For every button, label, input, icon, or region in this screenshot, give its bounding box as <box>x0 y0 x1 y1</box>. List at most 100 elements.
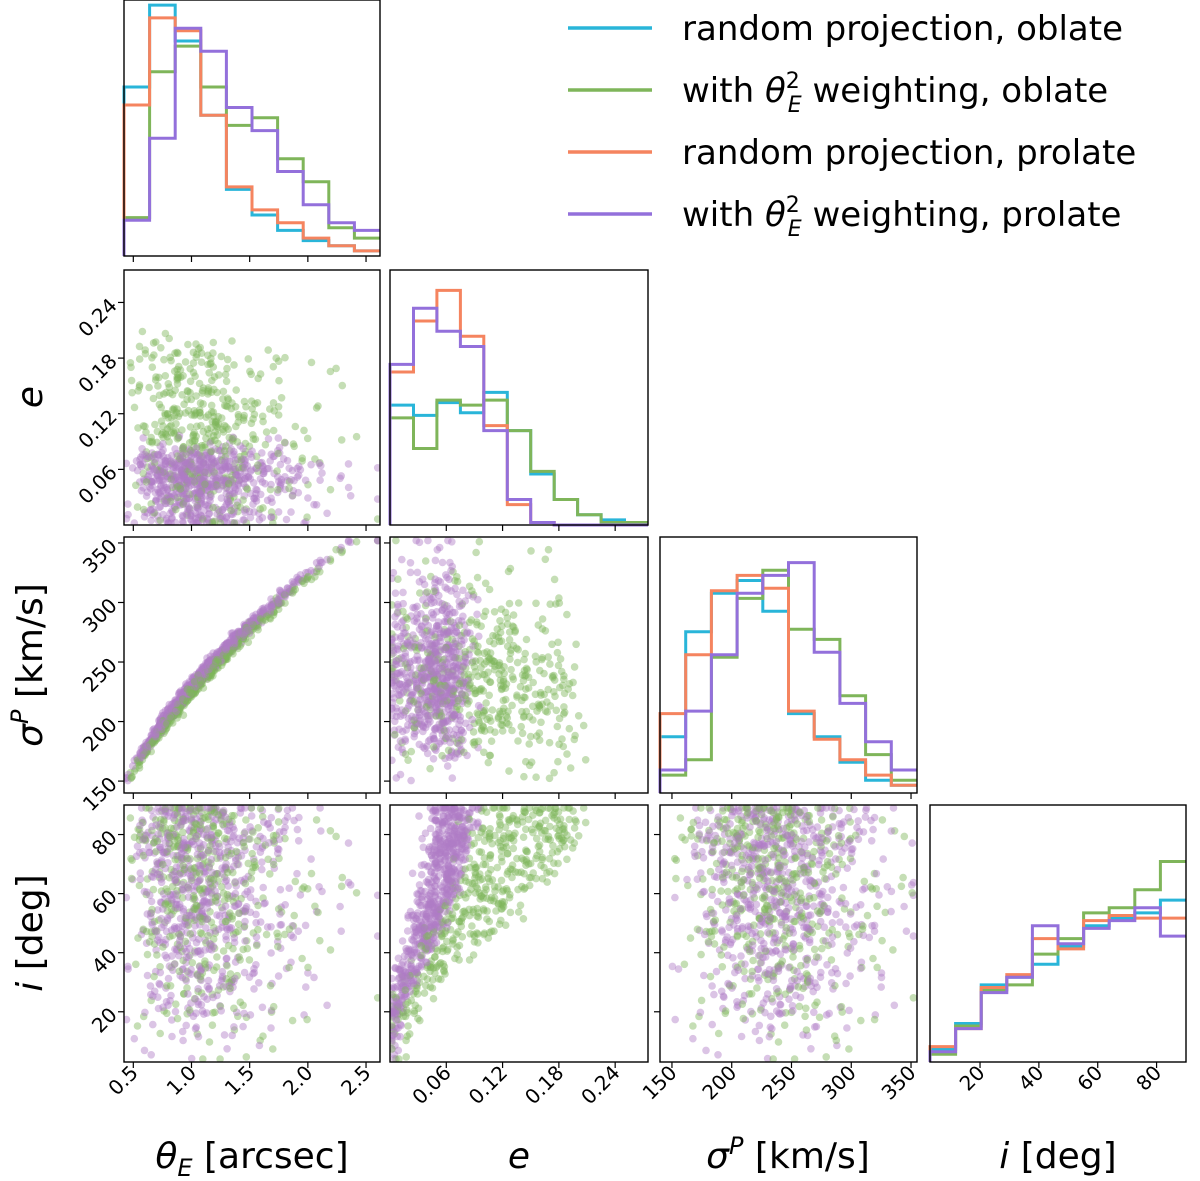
scatter-point <box>302 517 310 525</box>
scatter-point <box>195 921 204 929</box>
scatter-point <box>301 575 310 583</box>
scatter-point <box>199 664 208 673</box>
scatter-point <box>283 584 292 593</box>
scatter-point <box>192 682 200 690</box>
scatter-point <box>154 993 162 1001</box>
scatter-point <box>252 610 260 619</box>
scatter-point <box>178 696 187 705</box>
scatter-point <box>186 685 194 694</box>
scatter-point <box>430 734 438 743</box>
scatter-point <box>163 486 171 494</box>
scatter-point <box>178 699 186 708</box>
scatter-point <box>520 712 528 720</box>
scatter-point <box>239 516 247 524</box>
scatter-point <box>213 654 221 663</box>
scatter-point <box>429 671 438 679</box>
scatter-point <box>140 1046 149 1055</box>
scatter-point <box>127 376 136 385</box>
scatter-point <box>150 455 159 464</box>
scatter-point <box>157 456 166 464</box>
scatter-point <box>165 839 173 848</box>
scatter-point <box>459 679 467 687</box>
scatter-point <box>430 953 439 961</box>
scatter-point <box>204 812 212 821</box>
scatter-point <box>424 700 433 709</box>
scatter-point <box>436 690 444 698</box>
scatter-point <box>193 682 201 690</box>
scatter-point <box>208 882 217 891</box>
scatter-point <box>189 929 197 937</box>
scatter-point <box>195 406 204 414</box>
scatter-point <box>247 868 256 876</box>
scatter-point <box>470 741 479 749</box>
scatter-point <box>425 663 434 672</box>
scatter-point <box>232 467 240 476</box>
scatter-point <box>465 582 474 591</box>
scatter-point <box>138 816 146 824</box>
scatter-point <box>457 637 466 645</box>
scatter-point <box>221 654 230 662</box>
scatter-point <box>500 663 508 671</box>
scatter-point <box>173 947 181 955</box>
scatter-point <box>474 595 482 604</box>
scatter-point <box>289 587 298 595</box>
scatter-point <box>197 964 206 973</box>
scatter-point <box>168 704 176 712</box>
scatter-point <box>166 710 174 719</box>
scatter-point <box>453 628 461 636</box>
scatter-point <box>424 636 433 644</box>
scatter-point <box>172 706 180 715</box>
scatter-point <box>187 1054 196 1062</box>
scatter-point <box>465 650 473 659</box>
scatter-point <box>133 756 142 764</box>
scatter-point <box>230 934 239 942</box>
scatter-point <box>433 707 442 715</box>
scatter-point <box>447 681 456 690</box>
scatter-point <box>252 613 260 622</box>
scatter-point <box>191 895 199 904</box>
scatter-point <box>167 899 176 908</box>
scatter-point <box>538 654 547 662</box>
scatter-point <box>326 367 335 376</box>
scatter-point <box>189 430 198 439</box>
scatter-point <box>194 511 203 519</box>
scatter-point <box>204 384 213 392</box>
scatter-point <box>162 499 170 508</box>
scatter-point <box>159 433 167 442</box>
scatter-point <box>180 486 188 495</box>
scatter-point <box>228 518 236 525</box>
scatter-point <box>427 667 436 675</box>
scatter-point <box>438 664 447 673</box>
scatter-point <box>275 586 284 595</box>
scatter-point <box>249 431 257 439</box>
scatter-point <box>301 921 310 930</box>
scatter-point <box>211 653 219 662</box>
scatter-point <box>150 459 159 467</box>
scatter-point <box>274 599 283 608</box>
scatter-point <box>178 489 187 498</box>
scatter-point <box>164 828 173 837</box>
scatter-point <box>430 734 438 743</box>
scatter-point <box>218 506 227 514</box>
scatter-point <box>234 413 243 421</box>
scatter-point <box>474 642 482 651</box>
scatter-point <box>136 752 145 760</box>
scatter-point <box>207 354 215 363</box>
scatter-point <box>180 814 188 823</box>
scatter-point <box>464 591 473 600</box>
scatter-point <box>410 699 418 707</box>
scatter-point <box>522 685 530 693</box>
scatter-point <box>241 455 249 464</box>
scatter-point <box>394 603 402 611</box>
scatter-point <box>227 979 236 987</box>
scatter-point <box>235 909 244 918</box>
scatter-point <box>228 337 236 345</box>
scatter-point <box>500 704 508 713</box>
scatter-point <box>161 329 170 338</box>
scatter-point <box>499 677 508 686</box>
scatter-point <box>159 873 167 881</box>
scatter-point <box>191 680 199 688</box>
scatter-point <box>204 469 212 478</box>
scatter-point <box>143 875 152 883</box>
scatter-point <box>179 692 187 700</box>
